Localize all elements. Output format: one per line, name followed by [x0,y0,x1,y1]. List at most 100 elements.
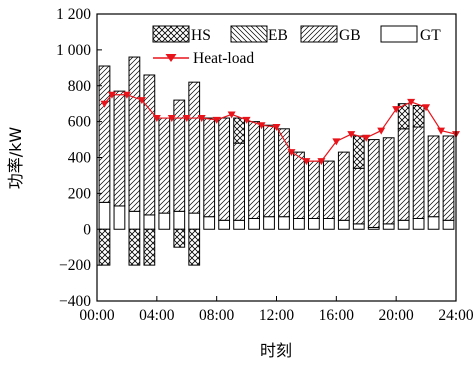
heat-load-marker [152,115,161,123]
heat-load-marker [107,91,116,99]
bar-hs [412,104,425,128]
y-tick-label: 0 [83,221,91,238]
bar-gb [382,137,395,225]
legend-label-gb: GB [339,27,361,44]
x-tick-label: 16:00 [319,307,355,324]
bar-gt [427,216,440,230]
bar-hs [233,117,245,144]
bar-gb [248,121,260,219]
heat-load-marker [100,100,109,108]
bar-gt [382,223,395,230]
x-tick-label: 20:00 [379,307,415,324]
bar-gt [158,212,171,230]
bar-gt [278,216,290,230]
heat-load-marker [392,106,401,114]
legend-label-eb: EB [268,27,288,44]
heat-load-marker [437,127,446,135]
heat-load-marker [332,138,341,146]
bar-gb [98,65,111,203]
bar-gb [367,139,380,228]
legend-label-hs: HS [191,27,211,44]
legend-swatch-gt [380,25,418,43]
bar-gb [233,142,245,221]
heat-load-marker [167,115,176,123]
legend-swatch-hs [152,25,190,43]
bar-gb [352,167,365,225]
x-axis-title: 时刻 [260,341,292,360]
bar-gt [337,219,350,230]
legend-swatch-eb [230,25,268,43]
bar-gt [173,210,186,230]
bar-hs [397,103,410,130]
bar-gt [397,219,410,230]
bar-gt [143,214,156,230]
bar-gb [203,117,216,218]
heat-load-marker [422,104,431,112]
legend: HS EB GB GT Heat-load [152,25,441,67]
bar-gt [322,217,335,230]
heat-load-marker [407,98,416,106]
heat-load-marker [317,158,326,166]
bar-gb [158,117,171,214]
y-tick-label: 800 [68,78,92,95]
heat-load-marker [377,127,386,135]
heat-load-marker [302,158,311,166]
bar-gb [128,56,141,212]
bar-gt [352,223,365,230]
bar-hs [143,228,156,266]
bar-gt [412,217,425,230]
x-tick-label: 12:00 [259,307,295,324]
bar-gb [278,128,290,218]
heat-load-marker [182,115,191,123]
heat-load-marker [347,131,356,139]
heat-load-marker [227,111,236,119]
heat-load-marker [272,124,281,132]
y-tick-label: −400 [59,293,91,310]
heat-load-line-layer [100,91,460,166]
y-tick-label: 200 [68,185,92,202]
x-tick-label: 08:00 [199,307,235,324]
plot-frame [96,13,457,302]
bar-gb [397,128,410,221]
heat-load-marker [287,149,296,157]
bar-gb [143,74,156,216]
bar-hs [128,228,141,266]
legend-swatch-gb [300,25,338,43]
bar-gt [233,219,245,230]
bar-hs [173,228,186,248]
bar-gb [173,99,186,212]
x-tick-label: 24:00 [438,307,474,324]
bar-gb [218,117,231,221]
bar-gt [113,205,126,230]
legend-label-heat-load: Heat-load [193,50,254,67]
bar-gt [218,219,231,230]
bar-gt [203,216,216,230]
bar-gb [427,135,440,218]
bar-gt [188,212,201,230]
heat-load-marker [122,91,131,99]
bar-gb [113,90,126,207]
bar-gt [293,217,305,230]
legend-label-gt: GT [420,27,441,44]
heat-load-marker [137,97,146,105]
heat-load-marker [257,122,266,130]
y-tick-label: 400 [68,150,92,167]
bar-gt [248,217,260,230]
bar-gb [337,151,350,221]
bar-gb [442,135,455,221]
bar-hs [98,228,111,266]
bar-hs [188,228,201,266]
heat-load-marker [212,116,221,124]
bar-gb [308,160,320,219]
x-tick-label: 00:00 [79,307,115,324]
y-tick-label: 600 [68,114,92,131]
bar-gb [412,126,425,219]
bar-gb [263,124,275,218]
heat-load-marker [362,134,371,142]
x-tick-label: 04:00 [139,307,175,324]
legend-swatch-heat-load-marker [165,54,177,62]
bars-layer [98,56,455,266]
bar-gt [98,201,111,230]
y-tick-label: 1 000 [56,42,91,59]
